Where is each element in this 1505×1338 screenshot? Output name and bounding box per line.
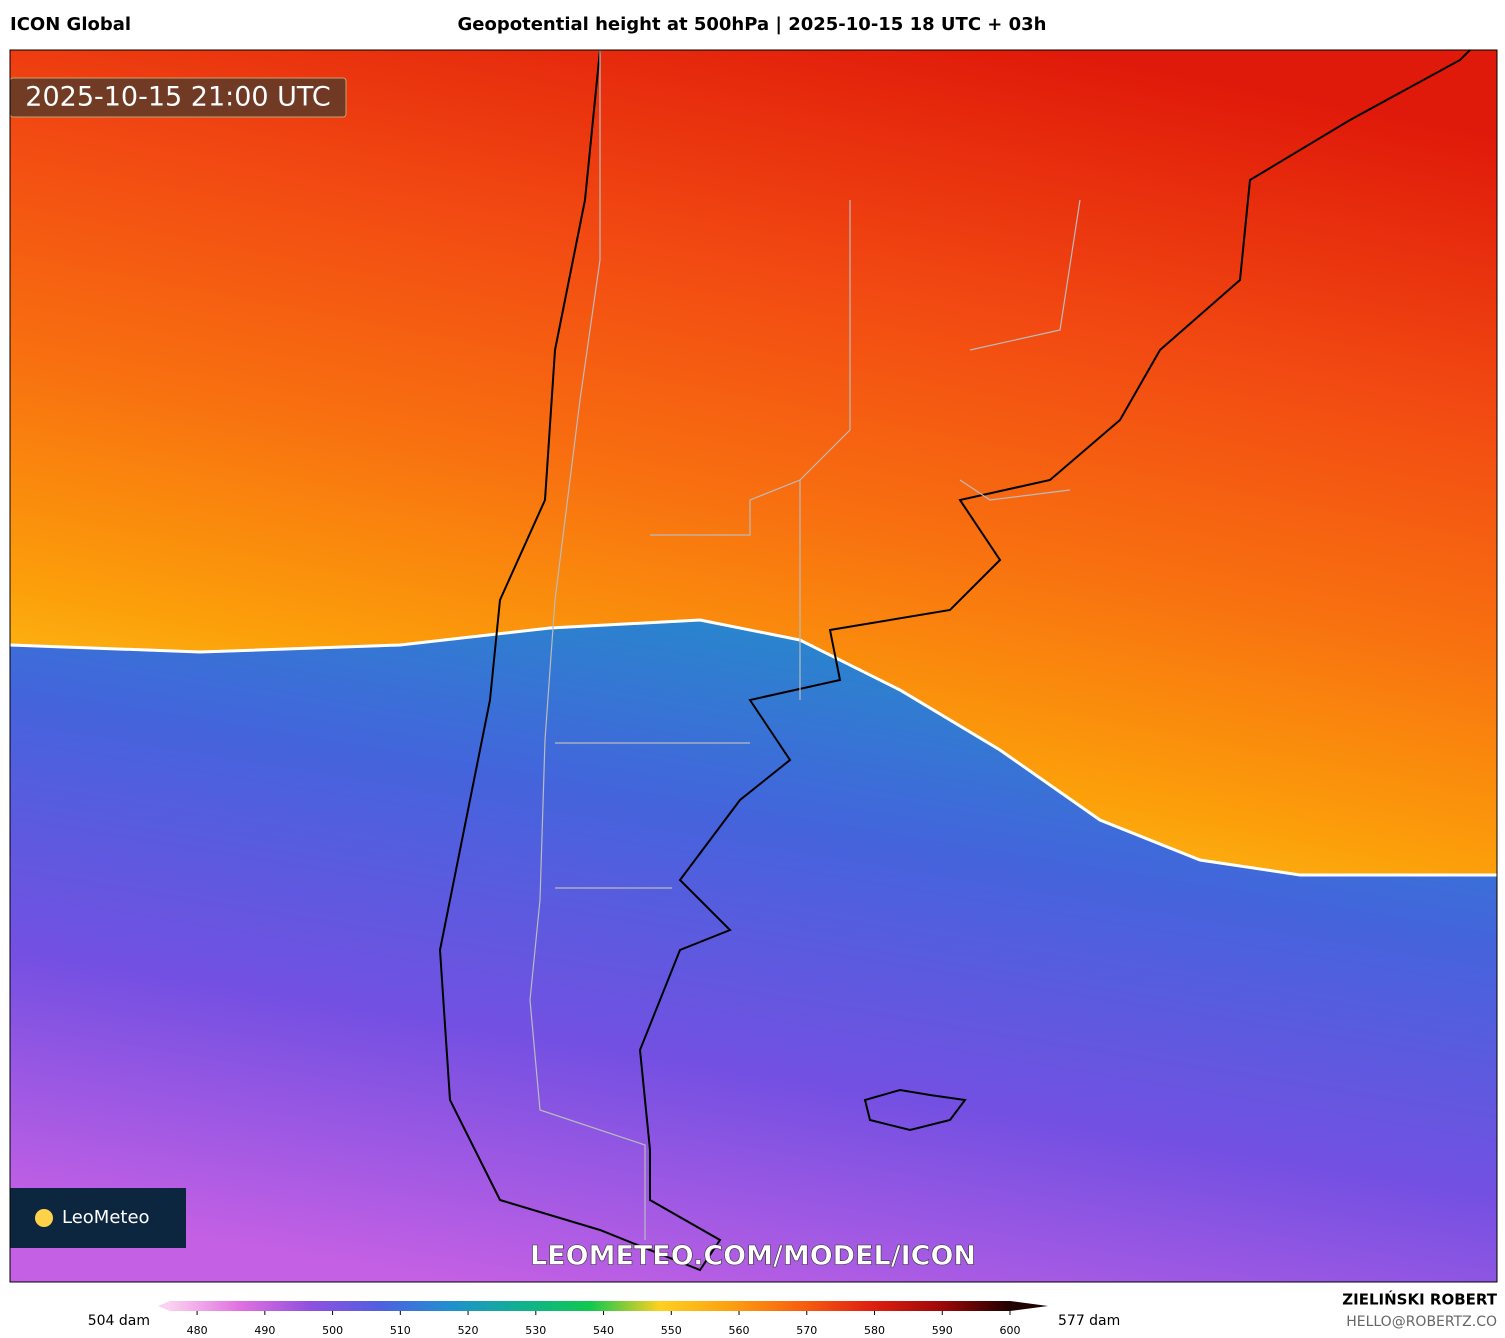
model-name: ICON Global xyxy=(10,14,131,35)
author: ZIELIŃSKI ROBERT xyxy=(1342,1290,1497,1309)
colorbar-tick-label: 560 xyxy=(729,1324,750,1337)
borders xyxy=(529,50,1081,1240)
map: 2025-10-15 21:00 UTC LeoMeteo LEOMETEO.C… xyxy=(9,49,1498,1283)
colorbar-max-label: 577 dam xyxy=(1058,1313,1120,1329)
colorbar-tick-label: 510 xyxy=(390,1324,411,1337)
colorbar-arrow-right xyxy=(1010,1301,1048,1311)
colorbar-tick-label: 600 xyxy=(1000,1324,1021,1337)
colorbar-tick-label: 500 xyxy=(322,1324,343,1337)
colorbar: 504 dam 577 dam 480 490 500 510 520 530 540 550… xyxy=(88,1301,1120,1337)
email: HELLO@ROBERTZ.CO xyxy=(1346,1314,1497,1330)
colorbar-tick-label: 520 xyxy=(458,1324,479,1337)
colorbar-min-label: 504 dam xyxy=(88,1313,150,1329)
map-title: Geopotential height at 500hPa | 2025-10-… xyxy=(457,14,1046,35)
logo-sun xyxy=(35,1209,53,1227)
colorbar-tick-label: 530 xyxy=(525,1324,546,1337)
falklands xyxy=(863,1088,967,1132)
coastline xyxy=(438,49,1471,1272)
colorbar-tick-label: 490 xyxy=(254,1324,275,1337)
logo-text: LeoMeteo xyxy=(62,1207,150,1228)
colorbar-arrow-left xyxy=(158,1301,170,1311)
colorbar-tick-label: 570 xyxy=(796,1324,817,1337)
colorbar-tick-label: 480 xyxy=(187,1324,208,1337)
colorbar-tick-label: 590 xyxy=(932,1324,953,1337)
colorbar-tick-label: 580 xyxy=(864,1324,885,1337)
timestamp: 2025-10-15 21:00 UTC xyxy=(25,82,330,113)
colorbar-tick-label: 540 xyxy=(593,1324,614,1337)
colorbar-bar xyxy=(170,1301,1010,1311)
contour-line xyxy=(9,618,1497,877)
warm-region xyxy=(10,50,1497,875)
watermark: LEOMETEO.COM/MODEL/ICON xyxy=(530,1241,976,1272)
map-frame xyxy=(9,49,1498,1283)
colorbar-tick-label: 550 xyxy=(661,1324,682,1337)
